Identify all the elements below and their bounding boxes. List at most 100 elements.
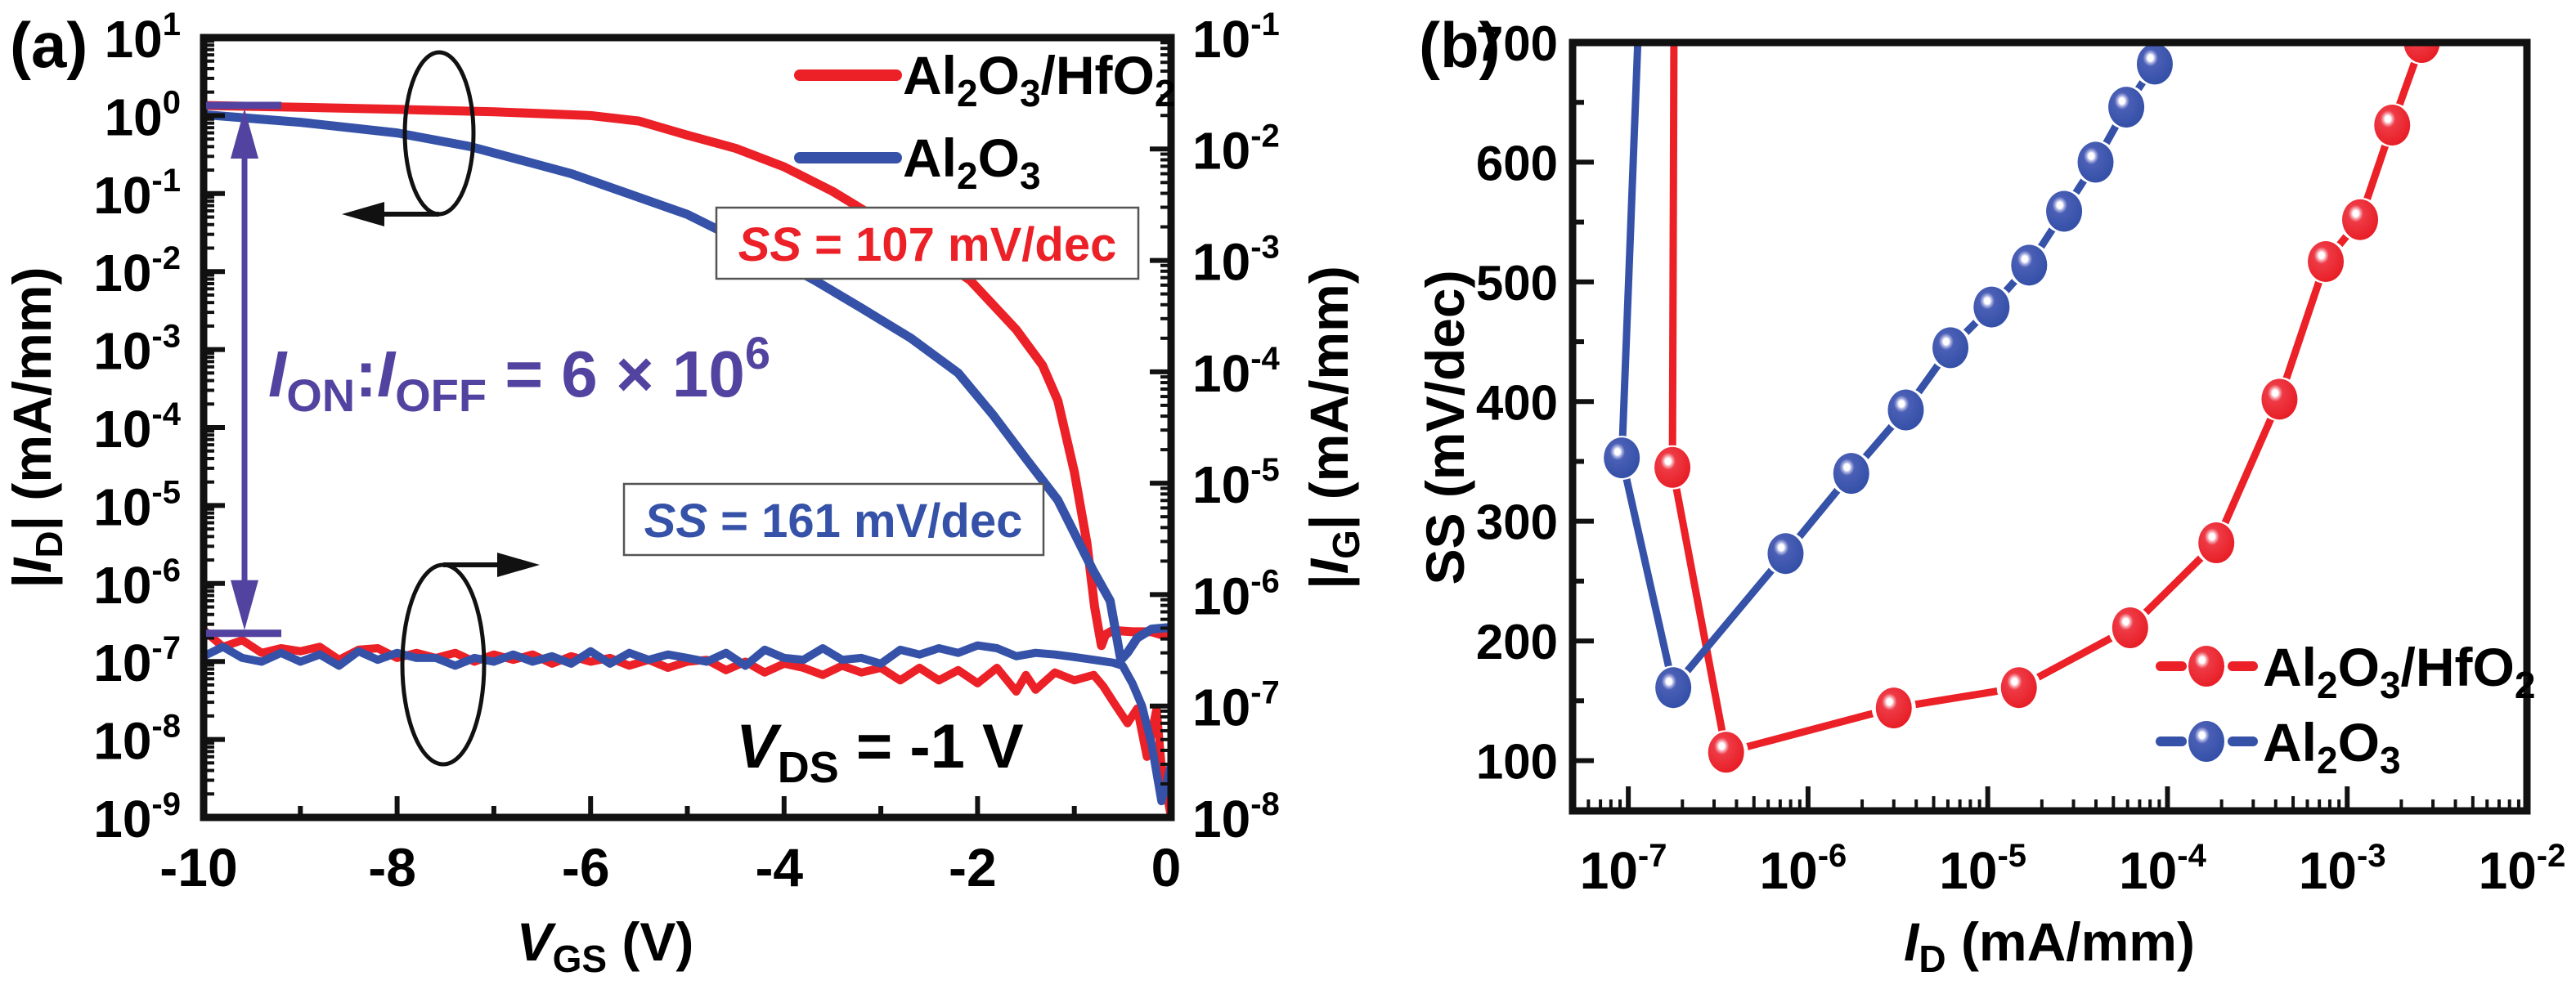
y-right-tick-label-base: 10 (1192, 678, 1250, 737)
on-off-ratio-label: ION:IOFF = 6 × 106 (268, 327, 770, 421)
data-point-red (1871, 686, 1916, 731)
legend-label: Al2O3 (2263, 712, 2401, 781)
y-left-tick-label-base: 10 (93, 634, 151, 692)
data-point-marker (1708, 732, 1744, 773)
data-point-marker (2198, 522, 2235, 564)
x-tick-label-exp: -2 (2537, 838, 2566, 874)
y-right-tick-label: 10-7 (1192, 675, 1280, 737)
data-point-marker (2011, 244, 2048, 286)
panel-b-series-layer (1600, 43, 2444, 775)
panel-b-y-axis-label: SS (mV/dec) (1415, 270, 1475, 584)
y-left-tick-label-exp: -5 (151, 474, 181, 510)
x-tick-label-base: 10 (2299, 841, 2357, 900)
legend-label-al2o3-hfo2: Al2O3/HfO2 (903, 45, 1175, 114)
x-tick-label-exp: -5 (1997, 838, 2026, 874)
y-left-tick-label: 10-3 (93, 319, 181, 381)
legend-label-part: 2 (2317, 739, 2338, 781)
data-point-marker (1932, 327, 1969, 369)
legend-text-part: /HfO (1041, 45, 1155, 105)
panel-a-y-right-axis-label: |IG| (mA/mm) (1299, 266, 1367, 589)
y-left-tick-label-exp: -6 (151, 553, 181, 589)
panel-a-series-layer (204, 101, 1171, 817)
ratio-arrowhead-up (231, 108, 258, 159)
data-point-marker (2403, 43, 2440, 63)
y-left-tick-label-exp: -4 (151, 396, 181, 432)
y-left-tick-label-exp: -2 (151, 240, 181, 276)
series-line-ig-red (204, 625, 1171, 817)
data-point-marker (1833, 453, 1869, 495)
y-right-tick-label-exp: -3 (1250, 230, 1280, 266)
x-tick-label-base: 10 (2119, 841, 2177, 900)
data-point-red (2370, 103, 2415, 148)
x-tick-label-exp: -4 (2177, 838, 2206, 874)
legend-label-part: 3 (2380, 739, 2401, 781)
y-right-tick-label-exp: -8 (1250, 786, 1280, 822)
legend-label-part: O (2338, 637, 2380, 697)
data-point-marker (2077, 141, 2114, 183)
legend-label-part: O (2338, 712, 2380, 772)
y-left-tick-label-exp: -7 (151, 630, 181, 666)
data-point-marker (2112, 607, 2148, 648)
data-point-blue (1883, 387, 1928, 432)
data-point-blue (2042, 189, 2087, 234)
y-right-tick-label: 10-8 (1192, 786, 1280, 848)
y-left-tick-label-base: 10 (93, 166, 151, 225)
data-point-marker (2308, 240, 2345, 282)
legend-entry-blue: Al2O3 (2156, 712, 2401, 781)
legend-label-part: Al (2263, 637, 2317, 697)
panel-b-x-ticks: 10-7 10-6 10-5 10-4 10-3 10-2 (1572, 786, 2566, 900)
x-tick-label: -2 (949, 837, 997, 898)
x-tick-label-base: 10 (1760, 841, 1818, 900)
y-right-tick-label: 10-3 (1192, 230, 1280, 292)
x-tick-label: 10-3 (2299, 838, 2386, 900)
y-left-tick-label-exp: 1 (163, 7, 181, 43)
data-point-red (2257, 377, 2302, 422)
y-left-tick-label: 10-7 (93, 630, 181, 692)
series-line-id-blue (204, 110, 1171, 665)
panel-b-frame (1568, 38, 2531, 815)
data-point-blue (2073, 140, 2118, 185)
y-tick-label: 500 (1476, 256, 1558, 311)
legend-label-part: /HfO (2401, 637, 2515, 697)
xlabel-unit: (V) (607, 911, 693, 972)
legend-text-part: Al (903, 45, 957, 105)
y-tick-label: 700 (1476, 16, 1558, 71)
legend-text-part: 2 (957, 72, 978, 114)
data-point-blue (2104, 85, 2149, 130)
panel-a-x-ticks: -10 -8 -6 -4 -2 0 (159, 796, 1181, 898)
ylabel-left-sub: D (28, 531, 70, 557)
data-point-red (2399, 43, 2444, 65)
data-point-marker (2261, 378, 2298, 420)
data-point-red (2304, 239, 2349, 284)
y-tick-label: 400 (1476, 375, 1558, 430)
y-right-tick-label: 10-6 (1192, 563, 1280, 625)
x-tick-label-exp: -6 (1818, 838, 1847, 874)
vds-label: VDS = -1 V (736, 712, 1024, 792)
y-right-tick-label-base: 10 (1192, 233, 1250, 292)
y-right-tick-label-exp: -1 (1250, 7, 1280, 43)
y-left-tick-label-base: 10 (93, 477, 151, 536)
xlabel-sub: GS (553, 938, 607, 980)
y-left-tick-label: 100 (105, 84, 181, 146)
y-right-tick-label-base: 10 (1192, 566, 1250, 625)
ss-blue-label: SS = 161 mV/dec (644, 495, 1023, 548)
y-right-tick-label-base: 10 (1192, 455, 1250, 514)
y-right-tick-label-exp: -7 (1250, 675, 1280, 711)
ig-axis-indicator (400, 553, 540, 767)
legend-text-part: Al (903, 128, 957, 188)
legend-label-part: 2 (2515, 664, 2536, 706)
data-point-marker (2108, 87, 2145, 128)
y-left-tick-label-base: 10 (93, 322, 151, 381)
y-tick-label: 300 (1476, 495, 1558, 550)
y-right-tick-label-exp: -2 (1250, 118, 1280, 154)
y-left-tick-label-base: 10 (93, 556, 151, 615)
y-right-tick-label-base: 10 (1192, 790, 1250, 848)
y-right-tick-label: 10-5 (1192, 452, 1280, 514)
panel-b-label: (b) (1419, 9, 1501, 81)
y-right-tick-label-base: 10 (1192, 10, 1250, 69)
data-point-blue (2007, 243, 2052, 288)
legend-label-part: 3 (2380, 664, 2401, 706)
data-point-blue (1969, 284, 2014, 329)
y-right-tick-label-base: 10 (1192, 121, 1250, 180)
legend-text-part: 3 (1020, 154, 1041, 197)
